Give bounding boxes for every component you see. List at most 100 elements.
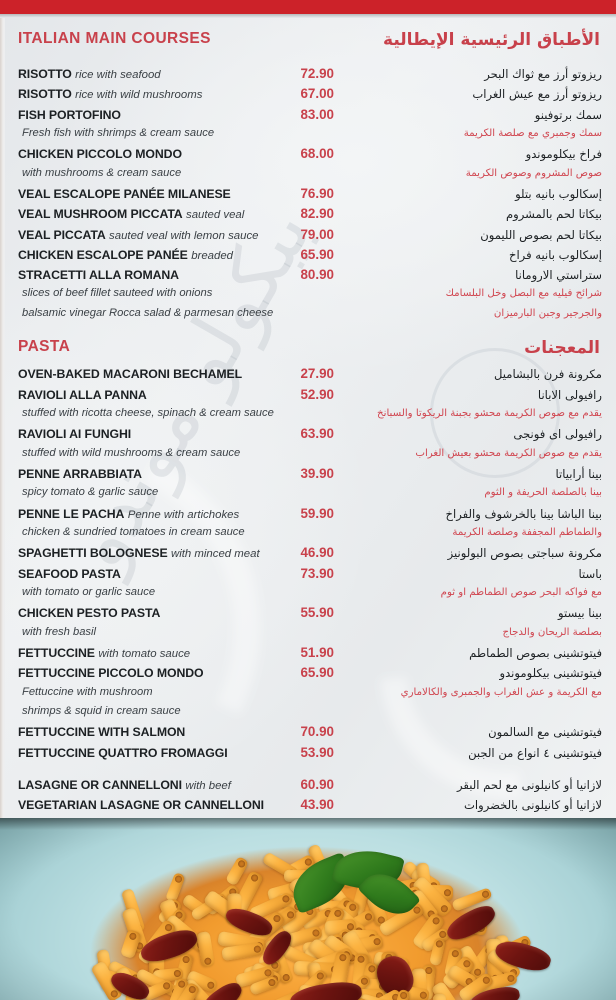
item-price: 65.90: [300, 665, 334, 681]
menu-item-row[interactable]: FETTUCCINE with tomato sauce 51.90 فيتوتشي…: [18, 645, 606, 665]
menu-description-row: shrimps & squid in cream sauce: [18, 705, 606, 724]
item-price: 39.90: [300, 465, 334, 481]
item-name-cell: LASAGNE OR CANNELLONI with beef: [18, 778, 280, 792]
item-inline-description-en: Penne with artichokes: [127, 508, 240, 521]
item-name-ar: باستا: [578, 566, 602, 581]
section-header-pasta: PASTA المعجنات: [18, 338, 606, 358]
item-name-ar: رافيولى اى فونجى: [513, 427, 602, 442]
menu-description-row: with tomato or garlic sauce مع فواكه البح…: [18, 586, 606, 605]
item-price: 83.00: [300, 106, 334, 122]
item-name-ar: مكرونة فرن بالبشاميل: [493, 367, 602, 382]
menu-description-row: Fettuccine with mushroom مع الكريمة و عش …: [18, 686, 606, 705]
menu-content: ITALIAN MAIN COURSES الأطباق الرئيسية الإ…: [0, 18, 616, 818]
item-description-ar: مع الكريمة و عش الغراب والجمبرى والكالام…: [400, 686, 602, 698]
menu-description-row: stuffed with ricotta cheese, spinach & c…: [18, 407, 606, 426]
penne-piece: [196, 931, 216, 969]
item-description-en: with tomato or garlic sauce: [22, 585, 156, 598]
menu-item-row[interactable]: OVEN-BAKED MACARONI BECHAMEL 27.90 مكرونة …: [18, 366, 606, 386]
menu-item-row[interactable]: FISH PORTOFINO 83.00 سمك برتوفينو: [18, 107, 606, 127]
menu-item-row[interactable]: CHICKEN PICCOLO MONDO 68.00 فراخ بيكلوموند…: [18, 146, 606, 166]
section-gap: [18, 326, 606, 338]
page-left-edge: [0, 18, 5, 818]
item-name-ar: إسكالوب بانيه فراخ: [508, 247, 602, 262]
menu-description-row: slices of beef fillet sauteed with onion…: [18, 287, 606, 306]
menu-item-row[interactable]: RISOTTO rice with wild mushrooms 67.00 ريز…: [18, 86, 606, 106]
item-name-en: CHICKEN ESCALOPE PANÉE: [18, 247, 188, 262]
section-title-ar: المعجنات: [524, 338, 600, 359]
plate-and-pasta: [0, 818, 616, 1000]
menu-item-row[interactable]: PENNE LE PACHA Penne with artichokes 59.9…: [18, 506, 606, 526]
item-name-en: OVEN-BAKED MACARONI BECHAMEL: [18, 367, 243, 382]
item-price: 72.90: [300, 66, 334, 81]
item-description-en: balsamic vinegar Rocca salad & parmesan …: [22, 306, 274, 319]
item-price: 65.90: [300, 246, 334, 262]
item-price: 67.00: [300, 86, 334, 102]
item-name-ar: بيكاتا لحم بالمشروم: [505, 207, 602, 222]
item-description-ar: والطماطم المجففة وصلصة الكريمة: [452, 526, 602, 538]
menu-item-row[interactable]: FETTUCCINE QUATTRO FROMAGGI 53.90 فيتوتشين…: [18, 745, 606, 765]
item-name-en: RISOTTO: [18, 67, 72, 81]
item-name-cell: RISOTTO rice with seafood: [18, 67, 280, 81]
menu-item-row[interactable]: PENNE ARRABBIATA 39.90 بينا أرابياتا: [18, 466, 606, 486]
item-name-ar: ريزوتو أرز مع عيش الغراب: [472, 87, 602, 102]
item-description-ar: صوص المشروم وصوص الكريمة: [465, 167, 602, 179]
item-name-ar: لازانيا أو كانيلونى بالخضروات: [463, 798, 602, 813]
item-name-ar: بينا الباشا بينا بالخرشوف والفراخ: [445, 506, 603, 521]
section-title-ar: الأطباق الرئيسية الإيطالية: [383, 30, 600, 50]
item-name-cell: CHICKEN PICCOLO MONDO: [18, 147, 280, 161]
item-name-cell: FETTUCCINE with tomato sauce: [18, 646, 280, 660]
menu-item-row[interactable]: VEAL PICCATA sauted veal with lemon sauc…: [18, 227, 606, 247]
item-description-ar: مع فواكه البحر صوص الطماطم او ثوم: [440, 586, 602, 598]
item-name-ar: فراخ بيكلوموندو: [525, 147, 602, 162]
item-price: 80.90: [300, 267, 334, 283]
item-name-cell: STRACETTI ALLA ROMANA: [18, 268, 280, 282]
item-name-en: FISH PORTOFINO: [18, 107, 121, 122]
item-name-ar: ريزوتو أرز مع ثواك البحر: [484, 67, 602, 81]
item-inline-description-en: with minced meat: [170, 548, 260, 561]
item-name-ar: رافيولى الابانا: [537, 387, 602, 402]
item-name-ar: فيتوتشينى مع السالمون: [488, 725, 602, 740]
item-name-cell: CHICKEN PESTO PASTA: [18, 606, 280, 620]
item-name-ar: لازانيا أو كانيلونى مع لحم البقر: [456, 777, 602, 792]
item-description-ar: يقدم مع صوص الكريمة محشو بجبنة الريكوتا …: [377, 407, 602, 419]
menu-item-row[interactable]: RAVIOLI ALLA PANNA 52.90 رافيولى الابانا: [18, 387, 606, 407]
item-price: 79.00: [300, 226, 334, 242]
menu-item-row[interactable]: SEAFOOD PASTA 73.90 باستا: [18, 566, 606, 586]
item-description-ar: يقدم مع صوص الكريمة محشو بعيش الغراب: [415, 447, 602, 459]
item-name-en: SPAGHETTI BOLOGNESE: [18, 546, 168, 561]
item-price: 46.90: [300, 545, 334, 561]
item-inline-description-en: rice with wild mushrooms: [75, 89, 203, 102]
menu-item-row[interactable]: SPAGHETTI BOLOGNESE with minced meat 46.9…: [18, 545, 606, 565]
item-name-cell: SPAGHETTI BOLOGNESE with minced meat: [18, 546, 280, 560]
menu-description-row: balsamic vinegar Rocca salad & parmesan …: [18, 307, 606, 326]
item-description-ar: بينا بالصلصة الحريفة و الثوم: [484, 487, 602, 499]
item-name-cell: VEAL MUSHROOM PICCATA sauted veal: [18, 207, 280, 221]
menu-page: بيكولو موندو ITALIAN MAIN COURSES الأطباق…: [0, 18, 616, 818]
item-price: 82.90: [300, 206, 334, 222]
item-inline-description-en: with beef: [185, 779, 231, 792]
item-name-en: VEAL MUSHROOM PICCATA: [18, 207, 183, 222]
item-name-cell: VEGETARIAN LASAGNE OR CANNELLONI: [18, 798, 280, 812]
menu-item-row[interactable]: VEGETARIAN LASAGNE OR CANNELLONI 43.90 لاز…: [18, 797, 606, 817]
menu-item-row[interactable]: VEAL ESCALOPE PANÉE MILANESE 76.90 إسكالوب…: [18, 186, 606, 206]
item-description-en: Fettuccine with mushroom: [22, 685, 153, 698]
item-inline-description-en: breaded: [191, 249, 233, 262]
menu-item-row[interactable]: LASAGNE OR CANNELLONI with beef 60.90 لازا…: [18, 777, 606, 797]
item-name-cell: RAVIOLI AI FUNGHI: [18, 427, 280, 441]
item-name-cell: OVEN-BAKED MACARONI BECHAMEL: [18, 367, 280, 381]
menu-item-row[interactable]: RISOTTO rice with seafood 72.90 ريزوتو أرز…: [18, 66, 606, 86]
menu-item-row[interactable]: RAVIOLI AI FUNGHI 63.90 رافيولى اى فونجى: [18, 426, 606, 446]
menu-item-row[interactable]: CHICKEN ESCALOPE PANÉE breaded 65.90 إسكال…: [18, 247, 606, 267]
menu-item-row[interactable]: VEAL MUSHROOM PICCATA sauted veal 82.90 بي…: [18, 206, 606, 226]
menu-item-row[interactable]: FETTUCCINE PICCOLO MONDO 65.90 فيتوتشينى ب…: [18, 665, 606, 685]
section-title-en: ITALIAN MAIN COURSES: [18, 30, 211, 47]
item-price: 76.90: [300, 185, 334, 201]
item-name-ar: ستراستي الارومانا: [515, 268, 602, 283]
menu-item-row[interactable]: STRACETTI ALLA ROMANA 80.90 ستراستي الاروم…: [18, 267, 606, 287]
menu-item-row[interactable]: CHICKEN PESTO PASTA 55.90 بينا بيستو: [18, 605, 606, 625]
item-name-cell: RAVIOLI ALLA PANNA: [18, 388, 280, 402]
item-description-ar: شرائح فيليه مع البصل وخل البلسامك: [445, 288, 602, 300]
item-name-en: CHICKEN PICCOLO MONDO: [18, 147, 182, 162]
menu-item-row[interactable]: FETTUCCINE WITH SALMON 70.90 فيتوتشينى مع …: [18, 724, 606, 744]
item-name-en: RISOTTO: [18, 87, 72, 102]
